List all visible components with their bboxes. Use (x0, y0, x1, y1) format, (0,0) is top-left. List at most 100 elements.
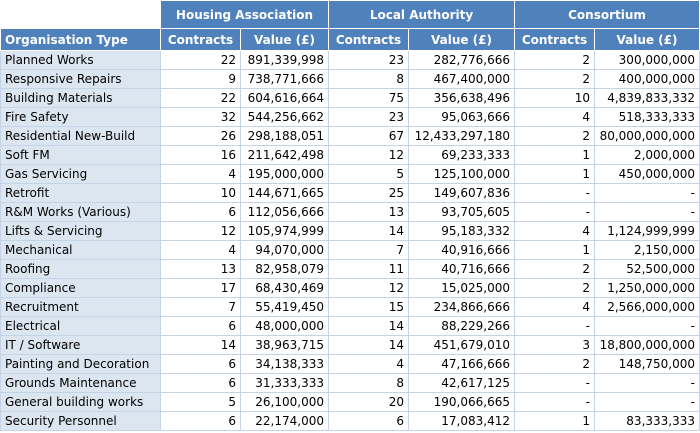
co-value-cell: - (593, 316, 700, 336)
ha-value-cell: 22,174,000 (240, 411, 329, 431)
la-value-cell: 69,233,333 (408, 145, 515, 165)
ha-contracts-cell: 7 (160, 297, 241, 317)
table-row: Residential New-Build 26 298,188,051 67 12,4… (0, 126, 700, 146)
la-value-cell: 42,617,125 (408, 373, 515, 393)
la-contracts-cell: 67 (328, 126, 409, 146)
co-value-cell: 18,800,000,000 (593, 335, 700, 355)
table-row: Electrical 6 48,000,000 14 88,229,266- - (0, 316, 700, 336)
org-type-cell: IT / Software (0, 335, 161, 355)
group-local-authority: Local Authority (328, 0, 515, 29)
ha-contracts-cell: 10 (160, 183, 241, 203)
org-type-cell: Lifts & Servicing (0, 221, 161, 241)
table-row: Responsive Repairs 9 738,771,666 8 467,400,0… (0, 69, 700, 89)
ha-contracts-cell: 13 (160, 259, 241, 279)
co-contracts-cell: 3 (514, 335, 595, 355)
table-row: Painting and Decoration 6 34,138,333 4 47,16… (0, 354, 700, 374)
la-value-cell: 17,083,412 (408, 411, 515, 431)
la-value-cell: 95,183,332 (408, 221, 515, 241)
co-value-cell: 83,333,333 (593, 411, 700, 431)
ha-contracts-cell: 5 (160, 392, 241, 412)
ha-contracts-cell: 22 (160, 88, 241, 108)
ha-value-cell: 144,671,665 (240, 183, 329, 203)
la-value-cell: 40,716,666 (408, 259, 515, 279)
ha-contracts-cell: 6 (160, 354, 241, 374)
ha-value-cell: 38,963,715 (240, 335, 329, 355)
co-contracts-cell: 1 (514, 240, 595, 260)
la-value-cell: 149,607,836 (408, 183, 515, 203)
co-value-cell: 400,000,000 (593, 69, 700, 89)
la-contracts-cell: 11 (328, 259, 409, 279)
la-contracts-cell: 15 (328, 297, 409, 317)
ha-contracts-cell: 6 (160, 202, 241, 222)
co-value-cell: 450,000,000 (593, 164, 700, 184)
table-row: Compliance 17 68,430,469 12 15,025,000 2 1,250… (0, 278, 700, 298)
ha-value-cell: 34,138,333 (240, 354, 329, 374)
table-row: Building Materials 22 604,616,664 75 356,638… (0, 88, 700, 108)
co-contracts-cell: 4 (514, 297, 595, 317)
co-value-cell: - (593, 392, 700, 412)
la-value-cell: 234,866,666 (408, 297, 515, 317)
la-contracts-cell: 23 (328, 107, 409, 127)
la-contracts-cell: 7 (328, 240, 409, 260)
co-contracts-cell: 1 (514, 164, 595, 184)
ha-contracts-cell: 4 (160, 164, 241, 184)
la-value-cell: 190,066,665 (408, 392, 515, 412)
co-value-cell: 1,250,000,000 (593, 278, 700, 298)
header-la-contracts: Contracts (328, 28, 409, 51)
co-contracts-cell: - (514, 183, 595, 203)
co-value-cell: 80,000,000,000 (593, 126, 700, 146)
org-type-cell: Planned Works (0, 50, 161, 70)
ha-value-cell: 211,642,498 (240, 145, 329, 165)
group-housing-association: Housing Association (160, 0, 329, 29)
la-contracts-cell: 14 (328, 221, 409, 241)
group-header-row: Housing Association Local Authority Cons… (0, 0, 700, 29)
table-row: Retrofit 10 144,671,665 25 149,607,836- - (0, 183, 700, 203)
ha-contracts-cell: 12 (160, 221, 241, 241)
org-type-cell: Retrofit (0, 183, 161, 203)
table-row: General building works 5 26,100,000 20 190,0… (0, 392, 700, 412)
co-value-cell: 2,150,000 (593, 240, 700, 260)
co-contracts-cell: 2 (514, 354, 595, 374)
la-contracts-cell: 5 (328, 164, 409, 184)
co-value-cell: 300,000,000 (593, 50, 700, 70)
la-contracts-cell: 75 (328, 88, 409, 108)
la-contracts-cell: 12 (328, 145, 409, 165)
table-row: Soft FM 16 211,642,498 12 69,233,333 1 2,000,0… (0, 145, 700, 165)
co-contracts-cell: - (514, 392, 595, 412)
table-row: Lifts & Servicing 12 105,974,999 14 95,183,3… (0, 221, 700, 241)
co-value-cell: 518,333,333 (593, 107, 700, 127)
ha-contracts-cell: 9 (160, 69, 241, 89)
org-type-cell: Residential New-Build (0, 126, 161, 146)
la-value-cell: 282,776,666 (408, 50, 515, 70)
corner-cell (0, 0, 161, 29)
la-value-cell: 12,433,297,180 (408, 126, 515, 146)
la-contracts-cell: 8 (328, 69, 409, 89)
ha-value-cell: 68,430,469 (240, 278, 329, 298)
ha-value-cell: 738,771,666 (240, 69, 329, 89)
la-value-cell: 356,638,496 (408, 88, 515, 108)
co-value-cell: 148,750,000 (593, 354, 700, 374)
la-value-cell: 15,025,000 (408, 278, 515, 298)
header-co-value: Value (£) (593, 28, 700, 51)
co-value-cell: 2,566,000,000 (593, 297, 700, 317)
co-contracts-cell: - (514, 316, 595, 336)
co-value-cell: 4,839,833,332 (593, 88, 700, 108)
la-contracts-cell: 25 (328, 183, 409, 203)
org-type-cell: Mechanical (0, 240, 161, 260)
org-type-cell: Roofing (0, 259, 161, 279)
co-value-cell: 1,124,999,999 (593, 221, 700, 241)
org-type-cell: Building Materials (0, 88, 161, 108)
co-value-cell: 52,500,000 (593, 259, 700, 279)
la-value-cell: 88,229,266 (408, 316, 515, 336)
header-ha-value: Value (£) (240, 28, 329, 51)
table-row: Mechanical 4 94,070,000 7 40,916,666 1 2,150,0… (0, 240, 700, 260)
table-body: Planned Works 22 891,339,998 23 282,776,666 2… (0, 50, 700, 431)
la-contracts-cell: 8 (328, 373, 409, 393)
ha-contracts-cell: 4 (160, 240, 241, 260)
la-value-cell: 467,400,000 (408, 69, 515, 89)
org-type-cell: Soft FM (0, 145, 161, 165)
ha-contracts-cell: 16 (160, 145, 241, 165)
co-contracts-cell: 1 (514, 411, 595, 431)
table-row: Gas Servicing 4 195,000,000 5 125,100,000 1 45… (0, 164, 700, 184)
ha-value-cell: 604,616,664 (240, 88, 329, 108)
